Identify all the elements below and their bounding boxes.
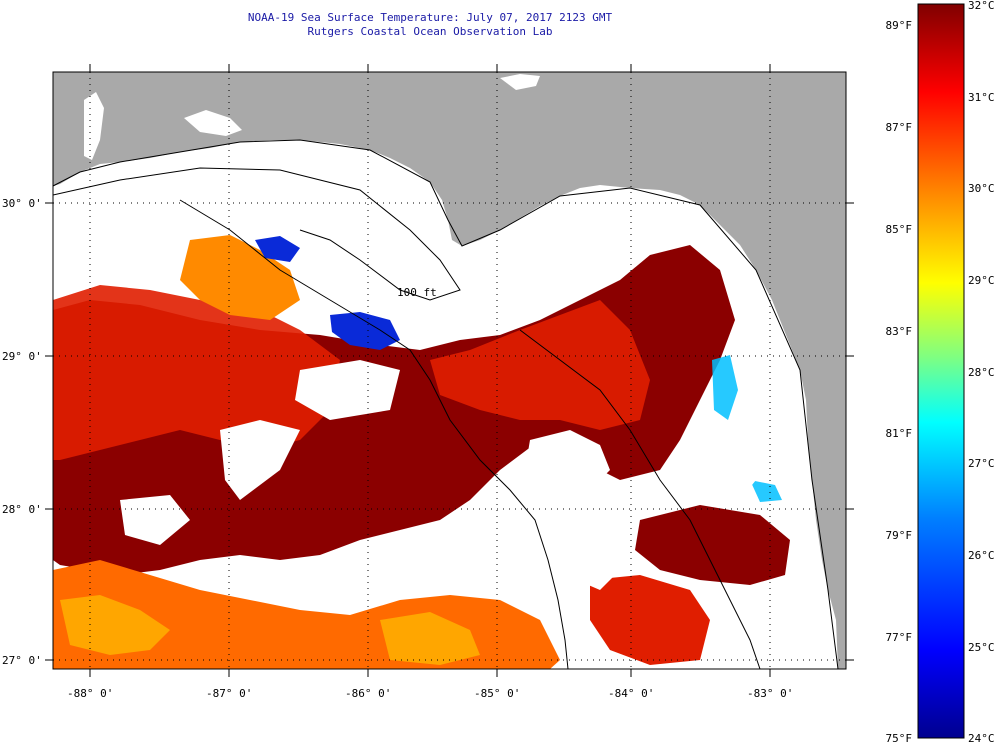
pensacola-bay: [184, 110, 242, 136]
sst-mid-north: [180, 235, 300, 320]
colorbar-c-label: 30°C: [968, 182, 995, 195]
lon-label: -83° 0': [747, 687, 793, 700]
colorbar-c-label: 27°C: [968, 457, 995, 470]
lon-label: -85° 0': [474, 687, 520, 700]
sst-cold-patch-2: [255, 236, 300, 262]
cloud-gap-2: [220, 420, 300, 500]
colorbar-f-label: 79°F: [886, 529, 913, 542]
sst-hot-region-east: [635, 505, 790, 585]
colorbar-f-label: 89°F: [886, 19, 913, 32]
colorbar-f-label: 85°F: [886, 223, 913, 236]
lon-label: -86° 0': [345, 687, 391, 700]
sst-cool-patches: [60, 595, 480, 665]
lon-label: -88° 0': [67, 687, 113, 700]
depth-contour-100ft: [53, 167, 461, 301]
sst-cold-patch-1: [330, 312, 400, 350]
colorbar-f-label: 77°F: [886, 631, 913, 644]
coastline: [53, 139, 839, 669]
sst-warm-band: [53, 285, 340, 460]
contour-label: 100 ft: [397, 286, 437, 299]
colorbar-f-label: 87°F: [886, 121, 913, 134]
colorbar-c-label: 29°C: [968, 274, 995, 287]
colorbar-c-label: 26°C: [968, 549, 995, 562]
colorbar-f-label: 83°F: [886, 325, 913, 338]
chart-subtitle: Rutgers Coastal Ocean Observation Lab: [307, 25, 553, 38]
map-frame: [52, 71, 847, 670]
inland-lake: [500, 74, 540, 90]
lon-label: -87° 0': [206, 687, 252, 700]
frame-ticks: [45, 64, 854, 677]
colorbar-f-label: 75°F: [886, 732, 913, 745]
colorbar-c-label: 25°C: [968, 641, 995, 654]
lat-label: 29° 0': [2, 350, 42, 363]
depth-contour-east: [519, 329, 761, 669]
sst-cyan-edge: [712, 355, 782, 502]
colorbar-c-label: 28°C: [968, 366, 995, 379]
cloud-gap-5: [700, 445, 760, 500]
sst-warm-band-east: [430, 300, 650, 430]
colorbar: [917, 3, 965, 739]
land-mass: [53, 72, 846, 669]
lat-label: 28° 0': [2, 503, 42, 516]
colorbar-c-label: 24°C: [968, 732, 995, 745]
lat-label: 30° 0': [2, 197, 42, 210]
colorbar-c-label: 32°C: [968, 0, 995, 12]
colorbar-c-label: 31°C: [968, 91, 995, 104]
cloud-gap-1: [295, 360, 400, 420]
cloud-gap-4: [560, 515, 630, 590]
cloud-gap-6: [120, 495, 190, 545]
lat-label: 27° 0': [2, 654, 42, 667]
mobile-bay: [84, 92, 104, 160]
chart-title: NOAA-19 Sea Surface Temperature: July 07…: [247, 11, 613, 24]
cloud-gap-3: [525, 430, 610, 500]
depth-contour-shelf: [179, 199, 569, 669]
cloud-gap-7: [440, 525, 520, 590]
grid-lines: [53, 72, 846, 669]
lon-label: -84° 0': [608, 687, 654, 700]
sst-warm-south: [590, 575, 710, 665]
colorbar-f-label: 81°F: [886, 427, 913, 440]
